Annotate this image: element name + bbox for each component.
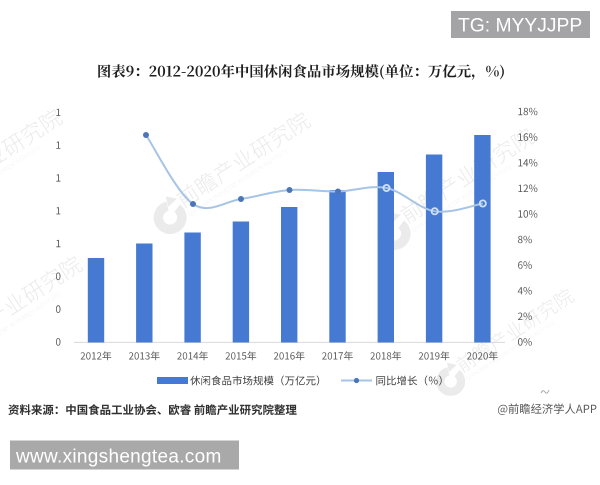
svg-text:www.xingshengtea.com: www.xingshengtea.com: [15, 447, 222, 468]
svg-text:TG: MYYJJPP: TG: MYYJJPP: [458, 16, 582, 37]
